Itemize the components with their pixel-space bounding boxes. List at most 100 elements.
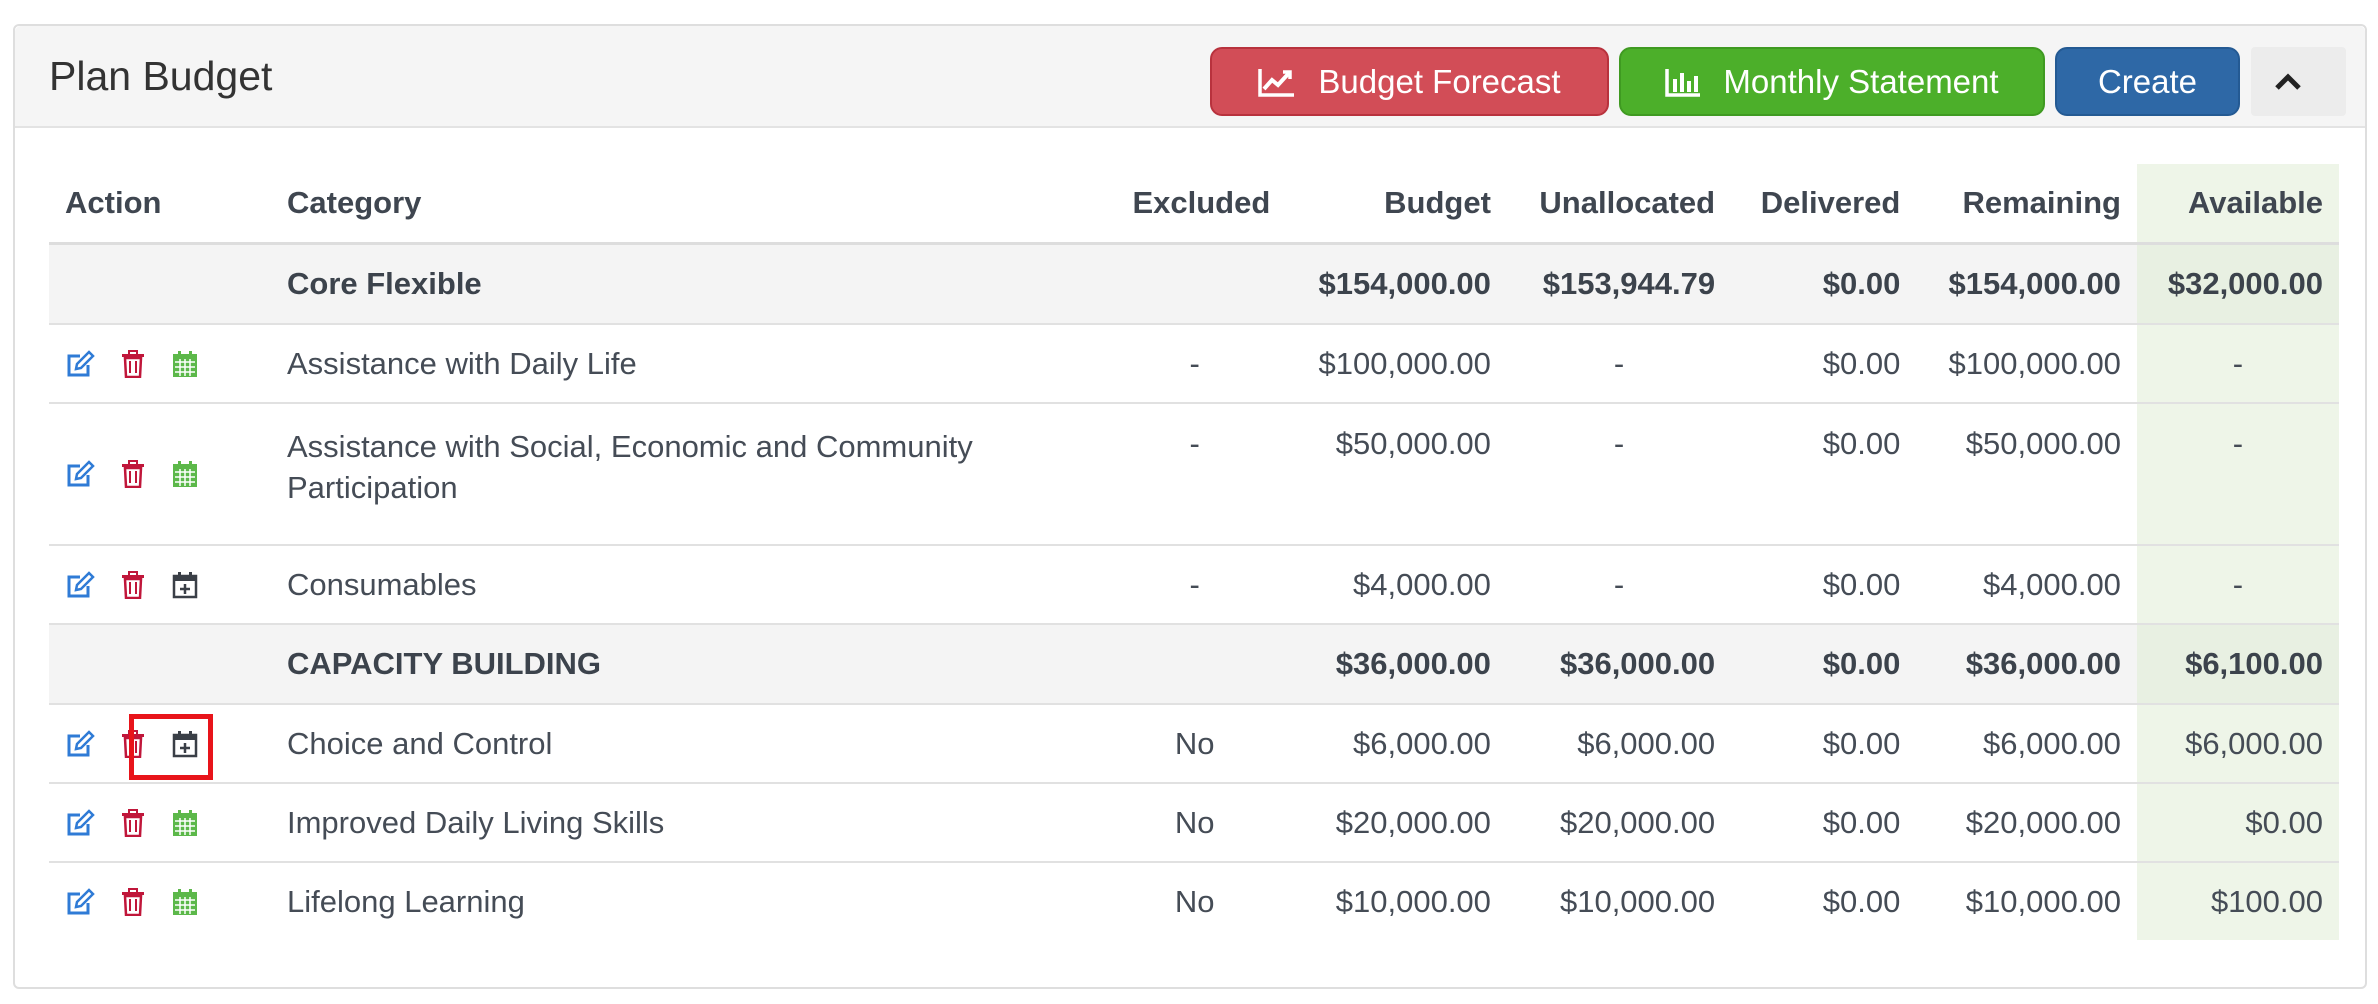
category-cell: CAPACITY BUILDING xyxy=(271,624,1103,705)
delivered-cell: $0.00 xyxy=(1731,783,1917,863)
unallocated-cell: $36,000.00 xyxy=(1506,624,1732,705)
monthly-statement-label: Monthly Statement xyxy=(1723,62,1999,100)
delete-icon[interactable] xyxy=(117,458,149,490)
calendar-icon[interactable] xyxy=(169,458,201,490)
delivered-cell: $0.00 xyxy=(1731,704,1917,784)
remaining-cell: $6,000.00 xyxy=(1916,704,2137,784)
excluded-cell: No xyxy=(1103,704,1287,784)
header-available: Available xyxy=(2136,164,2339,245)
chevron-up-icon xyxy=(2274,72,2301,90)
edit-icon[interactable] xyxy=(65,348,97,380)
budget-forecast-button[interactable]: Budget Forecast xyxy=(1210,47,1609,116)
table-row: Choice and Control No $6,000.00 $6,000.0… xyxy=(49,704,2339,784)
budget-cell: $20,000.00 xyxy=(1286,783,1507,863)
budget-cell: $36,000.00 xyxy=(1286,624,1507,705)
header-unallocated: Unallocated xyxy=(1506,164,1732,245)
remaining-cell: $100,000.00 xyxy=(1916,324,2137,404)
unallocated-cell: $20,000.00 xyxy=(1506,783,1732,863)
excluded-cell xyxy=(1103,243,1287,325)
edit-icon[interactable] xyxy=(65,807,97,839)
budget-cell: $10,000.00 xyxy=(1335,883,1491,919)
header-budget: Budget xyxy=(1286,164,1507,245)
action-cell xyxy=(49,704,271,784)
unallocated-cell: $10,000.00 xyxy=(1559,883,1716,919)
remaining-cell: $50,000.00 xyxy=(1916,403,2137,546)
excluded-cell: No xyxy=(1174,883,1215,919)
bar-chart-icon xyxy=(1665,68,1701,97)
excluded-cell: - xyxy=(1103,324,1287,404)
delivered-cell: $0.00 xyxy=(1731,403,1917,546)
delivered-cell: $0.00 xyxy=(1822,883,1901,919)
budget-cell: $154,000.00 xyxy=(1286,243,1507,325)
budget-cell: $6,000.00 xyxy=(1286,704,1507,784)
header-excluded: Excluded xyxy=(1103,164,1287,245)
table-header-row: Action Category Excluded Budget Unalloca… xyxy=(49,164,2339,245)
remaining-cell: $36,000.00 xyxy=(1916,624,2137,705)
action-cell xyxy=(49,243,271,325)
delete-icon[interactable] xyxy=(117,728,149,760)
table-row: Improved Daily Living Skills No $20,000.… xyxy=(49,783,2339,863)
create-button[interactable]: Create xyxy=(2055,47,2240,116)
calendar-plus-icon[interactable] xyxy=(169,728,201,760)
excluded-cell: - xyxy=(1103,545,1287,625)
budget-table: Action Category Excluded Budget Unalloca… xyxy=(49,164,2339,940)
edit-icon[interactable] xyxy=(65,569,97,601)
available-cell: - xyxy=(2136,545,2339,625)
budget-forecast-label: Budget Forecast xyxy=(1318,62,1561,100)
unallocated-cell: - xyxy=(1506,545,1732,625)
plan-budget-panel: Plan Budget Budget Forecast Monthly Stat… xyxy=(13,24,2367,989)
available-cell: - xyxy=(2136,403,2339,546)
remaining-cell: $154,000.00 xyxy=(1916,243,2137,325)
table-row: Consumables - $4,000.00 - $0.00 $4,000.0… xyxy=(49,545,2339,625)
delivered-cell: $0.00 xyxy=(1731,624,1917,705)
delivered-cell: $0.00 xyxy=(1731,545,1917,625)
budget-cell: $100,000.00 xyxy=(1286,324,1507,404)
remaining-cell: $10,000.00 xyxy=(1965,883,2121,919)
edit-icon[interactable] xyxy=(65,728,97,760)
calendar-icon[interactable] xyxy=(169,807,201,839)
action-cell xyxy=(49,545,271,625)
group-row: Core Flexible $154,000.00 $153,944.79 $0… xyxy=(49,243,2339,325)
delete-icon[interactable] xyxy=(117,348,149,380)
category-cell: Improved Daily Living Skills xyxy=(271,783,1103,863)
action-cell xyxy=(49,403,271,546)
excluded-cell: No xyxy=(1103,783,1287,863)
delivered-cell: $0.00 xyxy=(1731,324,1917,404)
action-cell xyxy=(49,783,271,863)
remaining-cell: $20,000.00 xyxy=(1916,783,2137,863)
budget-cell: $4,000.00 xyxy=(1286,545,1507,625)
unallocated-cell: $6,000.00 xyxy=(1506,704,1732,784)
available-cell: $6,100.00 xyxy=(2136,624,2339,705)
excluded-cell: - xyxy=(1103,403,1287,546)
edit-icon[interactable] xyxy=(65,886,97,918)
table-row: Lifelong Learning No $10,000.00 $10,000.… xyxy=(49,862,2339,940)
delete-icon[interactable] xyxy=(117,807,149,839)
available-cell: $0.00 xyxy=(2136,783,2339,863)
category-cell: Consumables xyxy=(271,545,1103,625)
unallocated-cell: $153,944.79 xyxy=(1506,243,1732,325)
delivered-cell: $0.00 xyxy=(1731,243,1917,325)
calendar-icon[interactable] xyxy=(169,886,201,918)
line-chart-icon xyxy=(1258,68,1295,97)
header-category: Category xyxy=(271,164,1103,245)
edit-icon[interactable] xyxy=(65,458,97,490)
unallocated-cell: - xyxy=(1506,403,1732,546)
calendar-icon[interactable] xyxy=(169,348,201,380)
calendar-plus-icon[interactable] xyxy=(169,569,201,601)
panel-title: Plan Budget xyxy=(49,53,273,99)
available-cell: $100.00 xyxy=(2136,862,2339,940)
group-row: CAPACITY BUILDING $36,000.00 $36,000.00 … xyxy=(49,624,2339,705)
table-row: Assistance with Social, Economic and Com… xyxy=(49,403,2339,546)
header-delivered: Delivered xyxy=(1731,164,1917,245)
delete-icon[interactable] xyxy=(117,886,149,918)
monthly-statement-button[interactable]: Monthly Statement xyxy=(1619,47,2045,116)
available-cell: $6,000.00 xyxy=(2136,704,2339,784)
budget-cell: $50,000.00 xyxy=(1286,403,1507,546)
panel-header: Plan Budget Budget Forecast Monthly Stat… xyxy=(15,26,2365,128)
unallocated-cell: - xyxy=(1506,324,1732,404)
excluded-cell xyxy=(1103,624,1287,705)
delete-icon[interactable] xyxy=(117,569,149,601)
collapse-button[interactable] xyxy=(2251,47,2346,116)
action-cell xyxy=(49,862,271,940)
action-cell xyxy=(49,624,271,705)
